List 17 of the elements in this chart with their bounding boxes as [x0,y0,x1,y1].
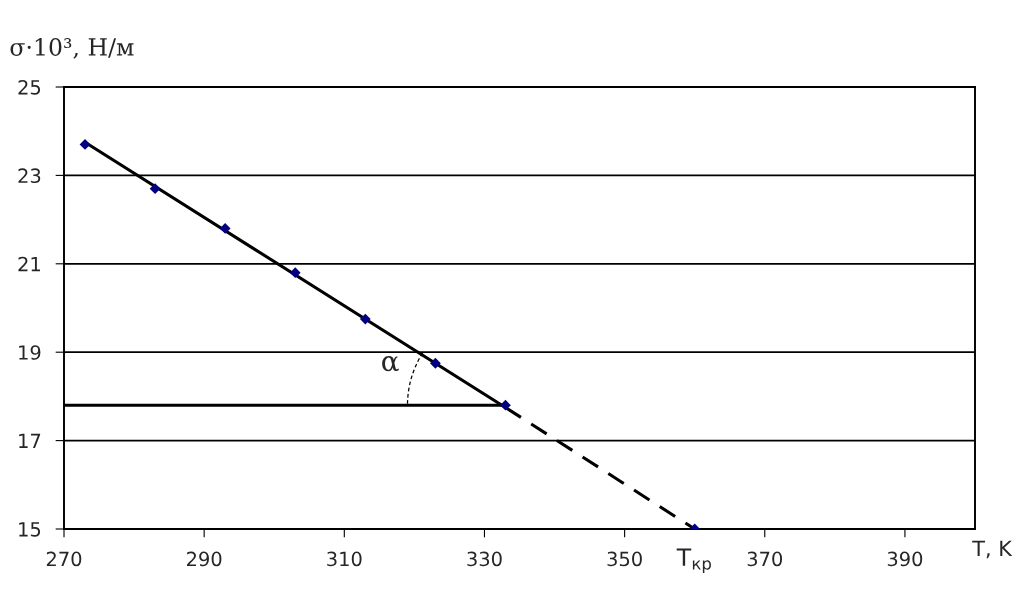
x-tick-label: 350 [607,551,642,567]
x-tick-label: 370 [747,551,783,567]
x-tick-label: 290 [187,551,222,567]
y-tick-label: 21 [18,256,40,272]
annotation: α [382,356,399,372]
x-tick-label: 390 [887,551,923,567]
y-tick-label: 15 [19,522,41,537]
x-tick-label: 330 [467,551,502,567]
y-tick-label: 17 [19,433,41,448]
y-axis-title: σ·10³, Н/м [10,38,134,59]
y-tick-label: 23 [18,168,41,184]
y-tick-label: 25 [18,79,41,95]
annotation: T$_{кр}$ [676,548,711,573]
y-tick-label: 19 [19,345,41,360]
x-tick-label: 270 [46,551,82,567]
x-tick-label: 310 [327,551,362,567]
x-axis-title: T, K [972,540,1013,559]
